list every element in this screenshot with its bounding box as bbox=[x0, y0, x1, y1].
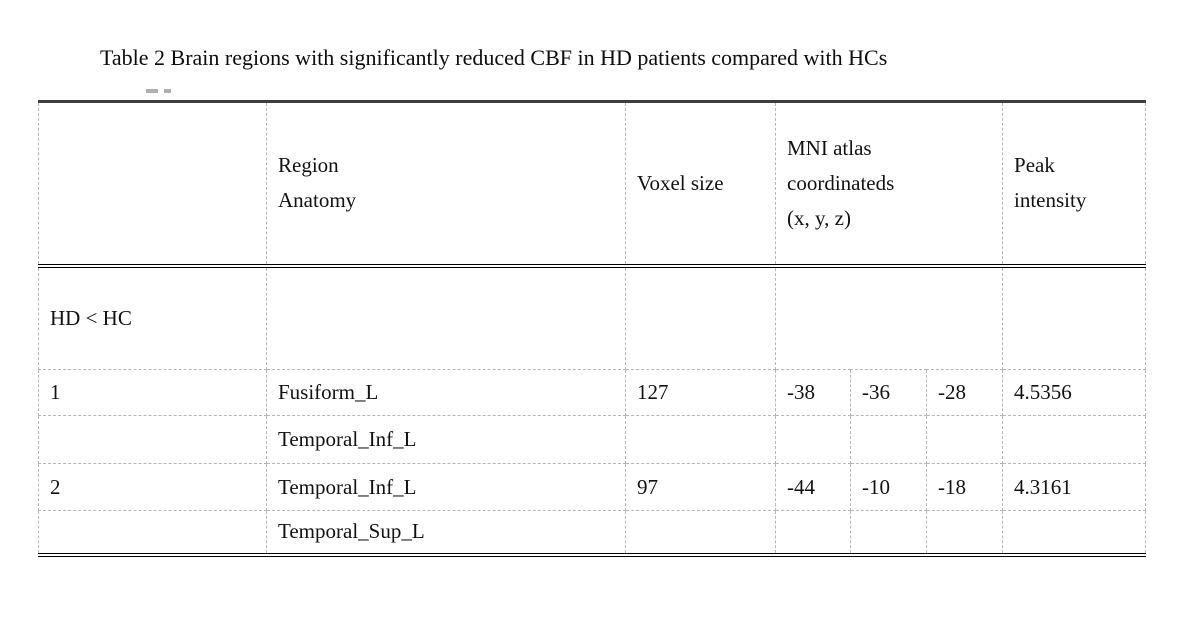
mni-x-cell bbox=[775, 415, 851, 464]
peak-cell bbox=[1002, 415, 1147, 464]
region-cell: Temporal_Inf_L bbox=[266, 415, 626, 464]
voxel-cell: 97 bbox=[625, 463, 776, 511]
results-table: Region Anatomy Voxel size MNI atlas coor… bbox=[38, 100, 1147, 557]
region-cell: Temporal_Inf_L bbox=[266, 463, 626, 511]
section-label: HD < HC bbox=[38, 265, 267, 370]
mni-z-cell bbox=[925, 415, 1004, 464]
peak-cell: 4.5356 bbox=[1002, 369, 1147, 416]
region-cell: Fusiform_L bbox=[266, 369, 626, 416]
empty-cell bbox=[1002, 265, 1147, 370]
mni-x-cell: -38 bbox=[775, 369, 851, 416]
mni-y-cell: -10 bbox=[850, 463, 927, 511]
peak-cell bbox=[1002, 510, 1147, 555]
mni-y-cell: -36 bbox=[850, 369, 927, 416]
empty-cell bbox=[625, 265, 776, 370]
table-row: Temporal_Inf_L bbox=[38, 415, 1147, 464]
stray-mark bbox=[164, 89, 171, 93]
row-index bbox=[38, 510, 267, 555]
table-row: Temporal_Sup_L bbox=[38, 510, 1147, 555]
row-index bbox=[38, 415, 267, 464]
voxel-cell: 127 bbox=[625, 369, 776, 416]
header-region-anatomy: Region Anatomy bbox=[266, 101, 626, 268]
header-blank-cell bbox=[38, 101, 267, 268]
peak-cell: 4.3161 bbox=[1002, 463, 1147, 511]
section-row: HD < HC bbox=[38, 265, 1147, 370]
mni-y-cell bbox=[850, 415, 927, 464]
header-mni-coordinates: MNI atlas coordinateds (x, y, z) bbox=[774, 101, 1004, 268]
header-voxel-size: Voxel size bbox=[625, 101, 776, 268]
header-peak-intensity: Peak intensity bbox=[1002, 101, 1147, 268]
stray-mark bbox=[146, 89, 158, 93]
mni-x-cell: -44 bbox=[775, 463, 851, 511]
table-header-row: Region Anatomy Voxel size MNI atlas coor… bbox=[38, 101, 1147, 268]
voxel-cell bbox=[625, 415, 776, 464]
empty-cell bbox=[266, 265, 626, 370]
table-row: 2 Temporal_Inf_L 97 -44 -10 -18 4.3161 bbox=[38, 463, 1147, 511]
mni-z-cell: -18 bbox=[925, 463, 1004, 511]
table-caption: Table 2 Brain regions with significantly… bbox=[100, 45, 888, 70]
region-cell: Temporal_Sup_L bbox=[266, 510, 626, 555]
mni-y-cell bbox=[850, 510, 927, 555]
mni-x-cell bbox=[775, 510, 851, 555]
empty-cell bbox=[774, 265, 1004, 370]
table-row: 1 Fusiform_L 127 -38 -36 -28 4.5356 bbox=[38, 369, 1147, 416]
row-index: 1 bbox=[38, 369, 267, 416]
mni-z-cell bbox=[925, 510, 1004, 555]
row-index: 2 bbox=[38, 463, 267, 511]
voxel-cell bbox=[625, 510, 776, 555]
mni-z-cell: -28 bbox=[925, 369, 1004, 416]
